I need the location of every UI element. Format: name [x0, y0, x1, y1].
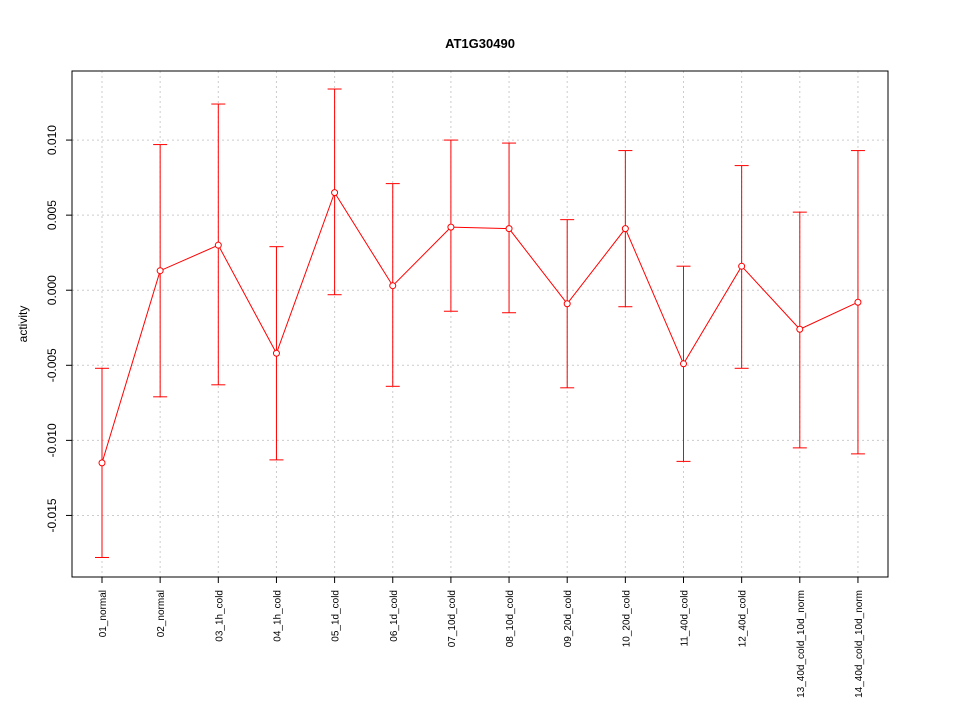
y-tick-label: 0.010 [45, 125, 59, 155]
data-point [738, 262, 746, 270]
y-tick-label: -0.005 [45, 348, 59, 382]
x-tick-label: 04_1h_cold [272, 590, 283, 642]
plot-frame [71, 70, 889, 578]
data-point [505, 225, 513, 233]
y-tick-label: -0.010 [45, 423, 59, 457]
y-tick-label: 0.005 [45, 200, 59, 230]
data-point [272, 349, 280, 357]
y-axis: -0.015 -0.010 -0.005 0.000 0.005 0.010 [45, 125, 72, 532]
x-tick-label: 01_normal [98, 590, 109, 637]
x-tick-label: 03_1h_cold [214, 590, 225, 642]
y-tick-label: -0.015 [45, 498, 59, 532]
data-point [156, 267, 164, 275]
x-tick-label: 11_40d_cold [680, 590, 691, 647]
x-tick-label: 13_40d_cold_10d_norm [796, 590, 807, 698]
data-point [214, 241, 222, 249]
x-tick-label: 12_40d_cold [738, 590, 749, 647]
series-line [101, 191, 859, 464]
data-point [331, 189, 339, 197]
data-point [563, 300, 571, 308]
x-tick-label: 02_normal [156, 590, 167, 637]
chart-title: AT1G30490 [445, 36, 515, 51]
x-tick-label: 10_20d_cold [621, 590, 632, 647]
x-tick-label: 14_40d_cold_10d_norm [854, 590, 865, 698]
y-axis-label: activity [16, 306, 30, 343]
x-tick-label: 09_20d_cold [563, 590, 574, 647]
data-point [621, 225, 629, 233]
grid [72, 71, 888, 577]
data-point [98, 459, 106, 467]
data-point [796, 325, 804, 333]
data-point [854, 298, 862, 306]
x-tick-label: 05_1d_cold [331, 590, 342, 642]
x-tick-label: 07_10d_cold [447, 590, 458, 647]
data-point [389, 282, 397, 290]
x-axis: 01_normal 02_normal 03_1h_cold 04_1h_cold 05… [98, 577, 865, 698]
x-tick-label: 08_10d_cold [505, 590, 516, 647]
y-tick-label: 0.000 [45, 275, 59, 305]
series-activity [95, 88, 865, 558]
data-point [447, 223, 455, 231]
x-tick-label: 06_1d_cold [389, 590, 400, 642]
data-point [680, 360, 687, 368]
